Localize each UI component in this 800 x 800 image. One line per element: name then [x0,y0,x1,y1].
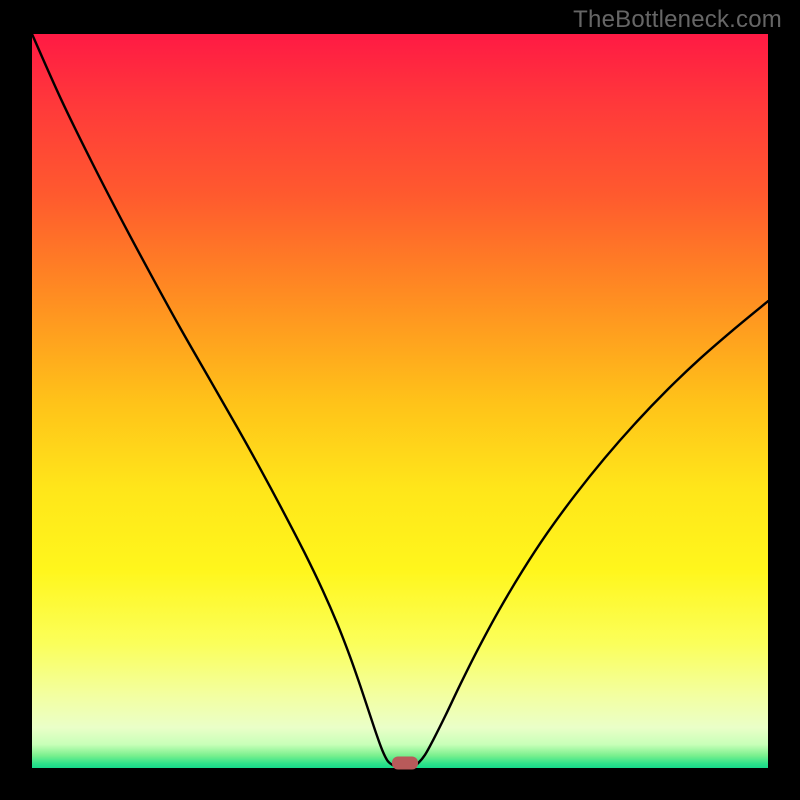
plot-area [32,34,768,768]
curve-right-branch [413,301,768,766]
bottleneck-curve [32,34,768,768]
minimum-marker [392,756,418,769]
watermark-text: TheBottleneck.com [573,6,782,34]
curve-left-branch [32,34,398,767]
